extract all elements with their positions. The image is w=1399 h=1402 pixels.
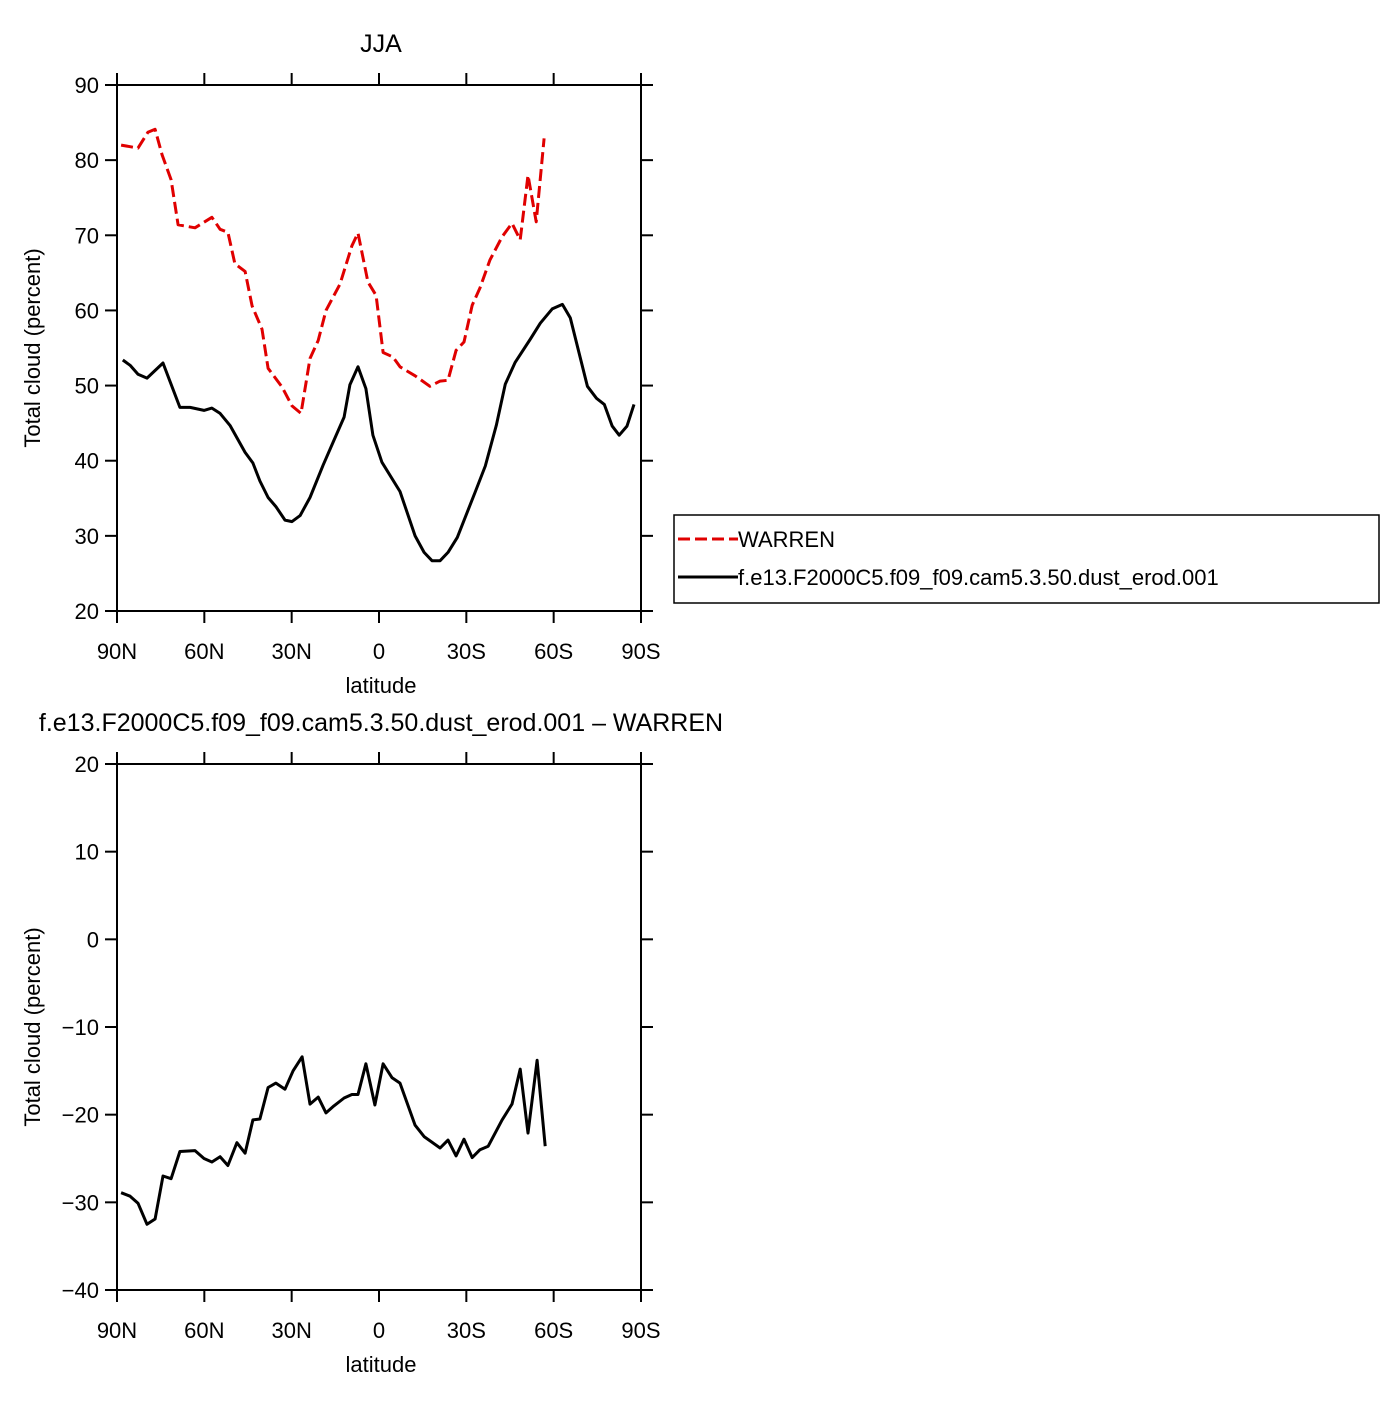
x-tick-label: 60N <box>184 1318 224 1343</box>
y-tick-label: 30 <box>75 524 99 549</box>
x-tick-label: 30S <box>447 639 486 664</box>
y-tick-label: 70 <box>75 223 99 248</box>
y-tick-label: 40 <box>75 449 99 474</box>
y-tick-label: −40 <box>62 1278 99 1303</box>
y-axis-label: Total cloud (percent) <box>20 248 45 447</box>
x-tick-label: 0 <box>373 1318 385 1343</box>
y-tick-label: −30 <box>62 1190 99 1215</box>
y-tick-label: 20 <box>75 752 99 777</box>
x-tick-label: 60S <box>534 1318 573 1343</box>
y-tick-label: 80 <box>75 148 99 173</box>
y-tick-label: 10 <box>75 840 99 865</box>
chart-title: f.e13.F2000C5.f09_f09.cam5.3.50.dust_ero… <box>39 709 723 737</box>
x-tick-label: 60S <box>534 639 573 664</box>
x-tick-label: 90S <box>621 639 660 664</box>
y-tick-label: 0 <box>87 927 99 952</box>
y-tick-label: −20 <box>62 1103 99 1128</box>
plot-frame <box>116 763 642 1291</box>
y-tick-label: 50 <box>75 374 99 399</box>
x-axis-label: latitude <box>346 673 417 698</box>
x-tick-label: 60N <box>184 639 224 664</box>
x-tick-label: 0 <box>373 639 385 664</box>
x-tick-label: 90N <box>97 639 137 664</box>
y-tick-label: 20 <box>75 599 99 624</box>
x-tick-label: 90S <box>621 1318 660 1343</box>
x-tick-label: 30S <box>447 1318 486 1343</box>
y-tick-label: 60 <box>75 298 99 323</box>
x-tick-label: 90N <box>97 1318 137 1343</box>
x-axis-label: latitude <box>346 1352 417 1377</box>
plot-frame <box>116 84 642 612</box>
y-tick-label: −10 <box>62 1015 99 1040</box>
x-tick-label: 30N <box>271 639 311 664</box>
data-line <box>121 302 636 563</box>
legend-box <box>673 514 1380 604</box>
x-tick-label: 30N <box>271 1318 311 1343</box>
y-axis-label: Total cloud (percent) <box>20 927 45 1126</box>
data-line <box>120 127 546 415</box>
y-tick-label: 90 <box>75 73 99 98</box>
chart-title: JJA <box>360 30 402 58</box>
legend-label: f.e13.F2000C5.f09_f09.cam5.3.50.dust_ero… <box>738 565 1219 590</box>
legend-label: WARREN <box>738 527 835 552</box>
data-line <box>120 1055 547 1226</box>
